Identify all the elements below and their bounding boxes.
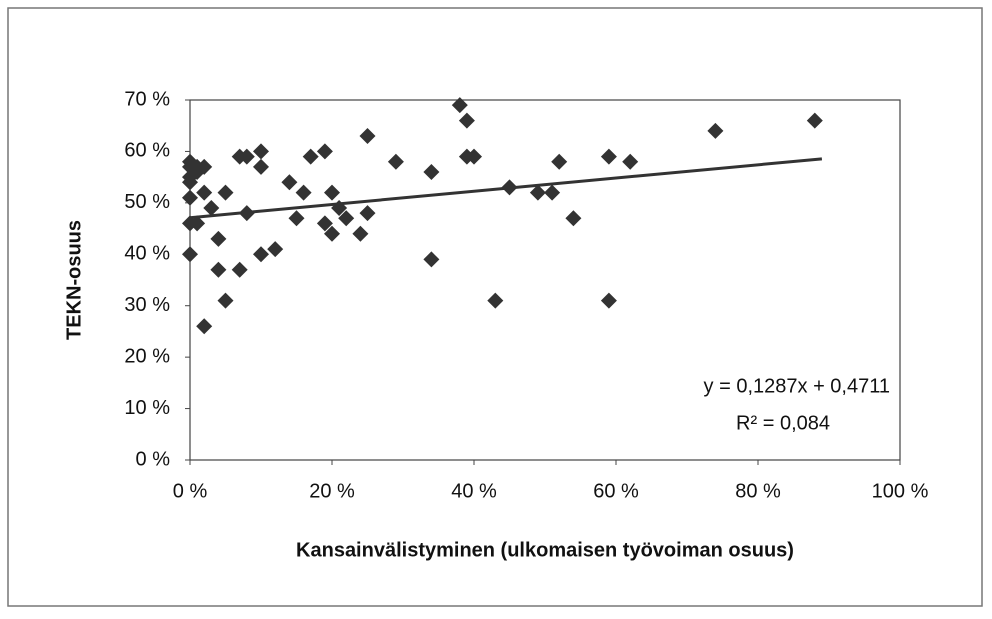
data-point [182, 189, 198, 206]
data-point [253, 246, 269, 263]
data-point [196, 184, 213, 201]
data-point [182, 246, 198, 263]
data-point [196, 318, 213, 335]
data-point [551, 153, 568, 170]
x-tick-label: 20 % [309, 480, 355, 502]
x-tick-label: 40 % [451, 480, 497, 502]
data-point [451, 97, 468, 114]
data-point [316, 143, 333, 160]
data-point [217, 184, 234, 201]
data-point [288, 210, 305, 227]
data-point [238, 148, 255, 165]
x-tick-label: 80 % [735, 480, 781, 502]
equation: y = 0,1287x + 0,4711 [704, 375, 890, 397]
data-point [338, 210, 355, 227]
y-tick-label: 10 % [124, 397, 170, 419]
x-tick-label: 100 % [872, 480, 929, 502]
data-point [217, 292, 234, 309]
data-point [707, 122, 724, 139]
data-point [324, 225, 340, 242]
y-tick-label: 20 % [124, 345, 170, 367]
y-axis-title: TEKN-osuus [63, 220, 85, 340]
data-point [600, 148, 617, 165]
data-point [196, 158, 213, 175]
data-point [622, 153, 639, 170]
data-point [238, 205, 255, 222]
data-point [253, 158, 269, 175]
plot-frame [189, 99, 901, 461]
data-point [182, 174, 198, 191]
data-point [423, 164, 440, 180]
data-point [600, 292, 617, 309]
data-point [267, 241, 284, 258]
data-point [529, 184, 546, 201]
y-tick-label: 0 % [136, 448, 171, 470]
data-point [359, 205, 376, 222]
data-point [487, 292, 504, 309]
data-point [281, 174, 298, 191]
data-point [565, 210, 582, 227]
data-point [806, 112, 823, 129]
data-point [324, 184, 340, 201]
y-tick-label: 70 % [124, 88, 170, 110]
data-point [203, 200, 220, 216]
y-tick-label: 60 % [124, 140, 170, 162]
data-point [387, 153, 404, 170]
data-point [352, 225, 369, 242]
data-point [210, 261, 227, 278]
data-point [458, 112, 475, 129]
x-axis-title: Kansainvälistyminen (ulkomaisen työvoima… [296, 539, 794, 561]
x-tick-label: 0 % [173, 480, 208, 502]
x-tick-label: 60 % [593, 480, 639, 502]
data-point [466, 148, 482, 165]
y-tick-label: 40 % [124, 243, 170, 265]
y-tick-label: 30 % [124, 294, 170, 316]
r-squared: R² = 0,084 [736, 412, 830, 434]
data-point [331, 200, 348, 216]
data-point [189, 215, 206, 232]
data-point [231, 261, 248, 278]
data-point [544, 184, 561, 201]
chart-frame [7, 7, 983, 607]
data-point [253, 143, 269, 160]
y-tick-label: 50 % [124, 191, 170, 213]
data-point [501, 179, 518, 196]
data-point [295, 184, 312, 201]
data-point [359, 128, 376, 144]
data-point [423, 251, 440, 268]
data-point [210, 230, 227, 247]
data-point [316, 215, 333, 232]
data-point [302, 148, 319, 165]
